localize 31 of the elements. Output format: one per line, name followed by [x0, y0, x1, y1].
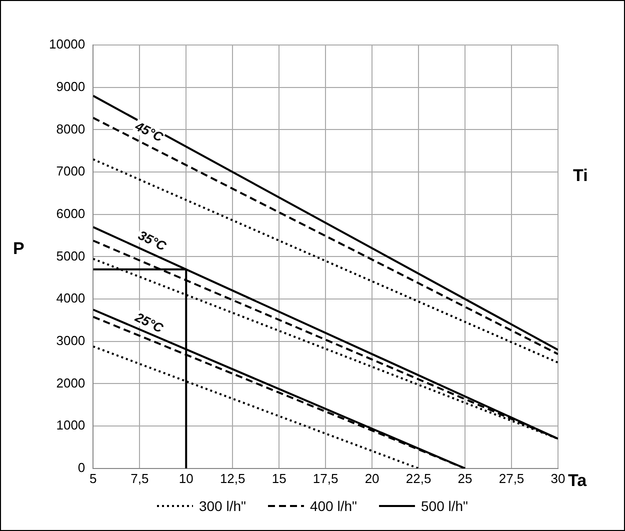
y-tick-label: 10000	[48, 36, 86, 52]
annotation: 45°C	[132, 118, 166, 146]
y-tick-label: 1000	[56, 418, 86, 433]
x-tick-label: 15	[272, 470, 286, 486]
annotation: 25°C	[132, 309, 166, 336]
x-tick-label: 17,5	[312, 470, 338, 486]
x-tick-label: 27,5	[498, 470, 524, 486]
x-tick-label: 20	[364, 470, 380, 486]
text: Ti	[573, 166, 588, 186]
x-tick-label: 5	[90, 470, 97, 486]
y-tick-label: 5000	[56, 248, 86, 264]
x-tick-label: 30	[550, 470, 566, 486]
x-tick-label: 22,5	[406, 470, 432, 486]
legend-label: 300 l/h"	[198, 498, 246, 514]
y-tick-label: 3000	[56, 332, 86, 348]
y-tick-label: 9000	[56, 78, 86, 94]
x-tick-label: 7,5	[130, 470, 149, 486]
y-tick-label: 0	[78, 460, 86, 475]
x-tick-label: 10	[178, 470, 194, 486]
y-tick-label: 6000	[56, 206, 86, 221]
y-tick-label: 2000	[56, 375, 86, 390]
y-tick-label: 4000	[56, 290, 86, 306]
x-axis-title: Ta	[568, 471, 587, 491]
legend-label: 500 l/h"	[421, 498, 468, 514]
annotation: 35°C	[134, 227, 170, 254]
y-axis-title: P	[13, 239, 24, 259]
x-tick-label: 25	[458, 470, 472, 486]
y-tick-label: 8000	[56, 121, 86, 136]
legend-label: 400 l/h"	[310, 498, 357, 514]
y-tick-label: 7000	[56, 164, 86, 179]
x-tick-label: 12,5	[220, 470, 246, 486]
